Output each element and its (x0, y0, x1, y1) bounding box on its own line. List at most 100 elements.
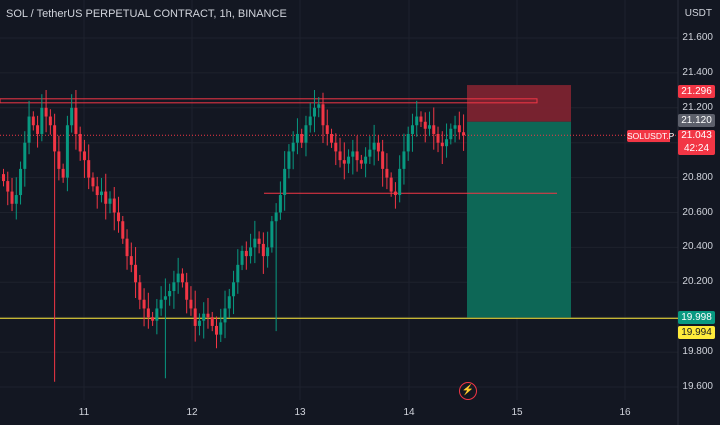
candle-body (219, 322, 223, 335)
candle-body (445, 139, 449, 147)
candle-body (159, 299, 163, 309)
candle-body (355, 151, 359, 161)
time-tick-label: 15 (511, 407, 523, 418)
take-profit-zone (467, 121, 571, 318)
candle-body (410, 125, 414, 134)
candle-body (308, 116, 312, 126)
stop-loss-price-tag: 21.296 (678, 85, 715, 98)
candle-body (82, 151, 86, 161)
candle-body (19, 168, 23, 196)
candle-body (342, 160, 346, 164)
candle-body (151, 317, 155, 321)
candle-body (278, 195, 282, 213)
candle-body (129, 256, 133, 265)
candle-body (317, 104, 321, 108)
candle-body (312, 107, 316, 117)
price-tick-label: 19.800 (682, 346, 713, 358)
candle-body (266, 247, 270, 257)
candle-body (23, 142, 27, 169)
candle-body (440, 142, 444, 147)
candle-body (185, 282, 189, 300)
entry-price-tag: 21.120 (678, 114, 715, 127)
candle-body (325, 125, 329, 134)
candle-body (364, 156, 368, 164)
candle-body (372, 142, 376, 150)
candle-body (193, 308, 197, 326)
time-tick-label: 13 (294, 407, 306, 418)
price-tick-label: 19.600 (682, 381, 713, 392)
candle-body (347, 156, 351, 164)
candle-body (389, 177, 393, 192)
candle-body (321, 104, 325, 126)
bar-countdown: 42:24 (683, 142, 710, 154)
candle-body (87, 160, 91, 178)
candle-body (14, 195, 18, 204)
candle-body (304, 125, 308, 143)
symbol-tag: SOLUSDT.P (627, 130, 675, 142)
candle-body (432, 125, 436, 134)
candle-body (415, 116, 419, 126)
candle-body (436, 133, 440, 143)
time-tick-label: 16 (619, 407, 631, 418)
price-tick-label: 20.800 (682, 171, 713, 183)
candle-body (27, 116, 31, 143)
candle-body (295, 133, 299, 143)
candle-body (53, 125, 57, 152)
candle-body (257, 238, 261, 244)
candle-body (163, 296, 167, 300)
horizontal-line-price-tag: 19.994 (678, 326, 715, 339)
candle-body (338, 151, 342, 161)
time-tick-label: 14 (403, 407, 415, 418)
candle-body (70, 107, 74, 126)
candle-body (351, 151, 355, 157)
candle-body (300, 133, 304, 143)
target-price-tag: 19.998 (678, 311, 715, 324)
candle-body (168, 291, 172, 297)
candle-body (240, 250, 244, 265)
candle-body (419, 116, 423, 122)
candle-body (155, 308, 159, 321)
resistance-line (0, 98, 538, 104)
currency-label: USDT (684, 8, 712, 19)
candle-body (112, 198, 116, 213)
price-tick-label: 20.600 (682, 206, 713, 218)
candle-body (227, 296, 231, 309)
candle-body (2, 174, 5, 182)
candle-body (189, 299, 193, 309)
candle-body (117, 212, 121, 222)
price-tick-label: 21.600 (682, 32, 713, 43)
candle-body (108, 198, 112, 204)
time-tick-label: 12 (186, 407, 198, 418)
candle-body (134, 264, 138, 283)
candle-body (202, 313, 206, 321)
candle-body (31, 116, 35, 126)
lightning-icon[interactable]: ⚡ (459, 382, 477, 400)
candle-body (215, 325, 218, 335)
candle-body (376, 142, 380, 152)
candle-body (57, 151, 61, 169)
candle-body (270, 221, 274, 248)
chart-title: SOL / TetherUS PERPETUAL CONTRACT, 1h, B… (6, 8, 287, 20)
candle-body (287, 151, 291, 169)
candle-body (334, 142, 338, 152)
candle-body (402, 151, 406, 169)
candle-body (6, 181, 10, 192)
candle-body (423, 121, 427, 129)
candle-body (457, 125, 461, 133)
price-tick-label: 21.200 (682, 101, 713, 113)
candle-body (125, 238, 129, 257)
candle-body (261, 243, 265, 257)
candle-body (236, 264, 240, 283)
candle-body (206, 313, 210, 318)
candle-body (78, 133, 82, 152)
price-tick-label: 20.200 (682, 276, 713, 288)
stop-loss-zone (467, 85, 571, 122)
candle-body (449, 128, 453, 140)
candle-body (197, 320, 201, 326)
candle-body (249, 247, 253, 257)
candle-body (146, 308, 150, 318)
candle-body (74, 107, 78, 134)
candle-body (428, 125, 431, 129)
time-tick-label: 11 (78, 407, 90, 418)
